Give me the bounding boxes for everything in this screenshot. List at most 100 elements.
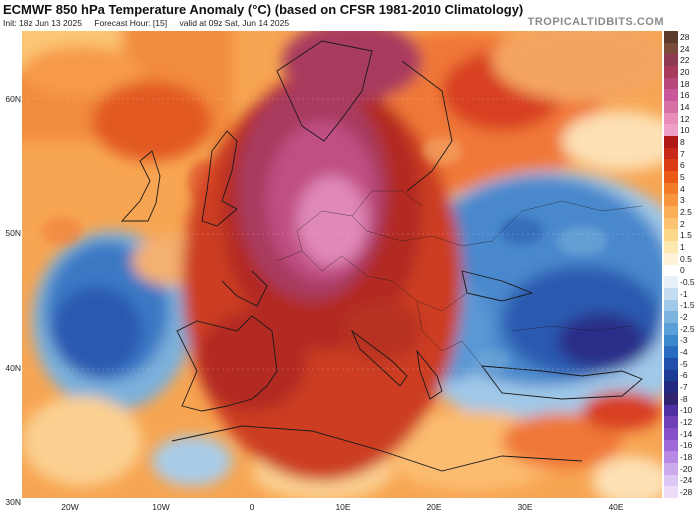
valid-time: valid at 09z Sat, Jun 14 2025 xyxy=(179,18,290,28)
colorbar-segment xyxy=(664,42,678,55)
lon-label: 30E xyxy=(517,502,533,512)
map-subtitle: Init: 18z Jun 13 2025 Forecast Hour: [15… xyxy=(3,18,299,28)
colorbar-segment xyxy=(664,287,678,301)
lon-label: 10E xyxy=(335,502,351,512)
colorbar-tick-label: -8 xyxy=(680,393,688,404)
colorbar-tick-label: 1 xyxy=(680,241,685,252)
colorbar-tick-label: 6 xyxy=(680,160,685,171)
colorbar-segment xyxy=(664,427,678,441)
anomaly-texture xyxy=(42,137,607,373)
colorbar-segment xyxy=(664,171,678,184)
colorbar-tick-label: 20 xyxy=(680,66,690,77)
colorbar-segment xyxy=(664,439,678,452)
map-title: ECMWF 850 hPa Temperature Anomaly (°C) (… xyxy=(3,2,524,17)
colorbar-segment xyxy=(664,311,678,324)
lon-label: 20W xyxy=(61,502,79,512)
brand-logo-text: TROPICALTIDBITS.COM xyxy=(527,16,664,28)
colorbar-tick-label: 16 xyxy=(680,90,690,101)
colorbar-tick-label: 10 xyxy=(680,125,690,136)
colorbar-segment xyxy=(664,299,678,312)
colorbar-tick-label: 2 xyxy=(680,218,685,229)
colorbar-tick-label: 28 xyxy=(680,31,690,42)
colorbar-segment xyxy=(664,31,678,44)
colorbar-tick-label: -4 xyxy=(680,347,688,358)
lon-label: 0 xyxy=(249,502,255,512)
forecast-hour: Forecast Hour: [15] xyxy=(94,18,168,28)
colorbar-tick-label: -2.5 xyxy=(680,323,695,334)
colorbar-segment xyxy=(664,462,678,476)
colorbar-segment xyxy=(664,159,678,172)
colorbar-tick-label: 12 xyxy=(680,113,690,124)
colorbar-tick-label: 18 xyxy=(680,78,690,89)
colorbar-segment xyxy=(664,229,678,242)
colorbar-segment xyxy=(664,206,678,219)
colorbar-segment xyxy=(664,322,678,336)
colorbar-segment xyxy=(664,147,678,160)
colorbar-tick-label: -20 xyxy=(680,463,693,474)
colorbar-tick-label: 7 xyxy=(680,148,685,159)
colorbar-segment xyxy=(664,486,678,499)
lon-label: 20E xyxy=(426,502,442,512)
colorbar-segment xyxy=(664,89,678,102)
colorbar-tick-label: 8 xyxy=(680,136,685,147)
colorbar-tick-label: -7 xyxy=(680,382,688,393)
colorbar-segment xyxy=(664,101,678,114)
colorbar-tick-label: -1.5 xyxy=(680,300,695,311)
coastlines xyxy=(120,40,643,472)
colorbar-tick-label: 2.5 xyxy=(680,206,692,217)
colorbar-tick-label: 3 xyxy=(680,195,685,206)
lat-label: 60N xyxy=(5,94,21,104)
colorbar-segment xyxy=(664,124,678,137)
colorbar-tick-label: 5 xyxy=(680,171,685,182)
colorbar-segment xyxy=(664,369,678,382)
colorbar-segment xyxy=(664,112,678,125)
colorbar-tick-label: -3 xyxy=(680,335,688,346)
colorbar-tick-label: 22 xyxy=(680,55,690,66)
lon-label: 10W xyxy=(152,502,170,512)
map-canvas xyxy=(22,31,662,498)
colorbar-tick-label: 0.5 xyxy=(680,253,692,264)
colorbar-segment xyxy=(664,241,678,254)
colorbar-segment xyxy=(664,264,678,277)
colorbar-tick-label: -16 xyxy=(680,440,693,451)
political-borders xyxy=(276,190,643,367)
colorbar-tick-label: -24 xyxy=(680,475,693,486)
lat-label: 30N xyxy=(5,497,21,507)
colorbar-tick-label: -6 xyxy=(680,370,688,381)
colorbar-segment xyxy=(664,416,678,429)
colorbar-segment xyxy=(664,217,678,230)
colorbar-segment xyxy=(664,392,678,406)
colorbar-tick-label: -14 xyxy=(680,428,693,439)
colorbar xyxy=(664,31,678,499)
colorbar-segment xyxy=(664,54,678,67)
colorbar-tick-label: -28 xyxy=(680,487,693,498)
colorbar-tick-label: -12 xyxy=(680,417,693,428)
colorbar-tick-label: 1.5 xyxy=(680,230,692,241)
colorbar-segment xyxy=(664,404,678,417)
lat-label: 50N xyxy=(5,228,21,238)
colorbar-segment xyxy=(664,474,678,487)
colorbar-segment xyxy=(664,276,678,289)
anomaly-field xyxy=(22,31,662,498)
colorbar-tick-label: 14 xyxy=(680,101,690,112)
colorbar-segment xyxy=(664,346,678,359)
colorbar-segment xyxy=(664,381,678,394)
lon-label: 40E xyxy=(608,502,624,512)
colorbar-tick-label: -18 xyxy=(680,452,693,463)
colorbar-segment xyxy=(664,66,678,79)
colorbar-segment xyxy=(664,357,678,371)
colorbar-tick-label: -1 xyxy=(680,288,688,299)
colorbar-tick-label: -2 xyxy=(680,312,688,323)
colorbar-tick-label: -5 xyxy=(680,358,688,369)
colorbar-tick-label: 0 xyxy=(680,265,685,276)
graticule xyxy=(22,98,662,370)
init-time: Init: 18z Jun 13 2025 xyxy=(3,18,82,28)
colorbar-segment xyxy=(664,334,678,347)
colorbar-tick-label: -10 xyxy=(680,405,693,416)
colorbar-tick-label: 4 xyxy=(680,183,685,194)
lat-label: 40N xyxy=(5,363,21,373)
colorbar-segment xyxy=(664,252,678,265)
colorbar-segment xyxy=(664,194,678,207)
colorbar-segment xyxy=(664,182,678,195)
colorbar-tick-label: 24 xyxy=(680,43,690,54)
